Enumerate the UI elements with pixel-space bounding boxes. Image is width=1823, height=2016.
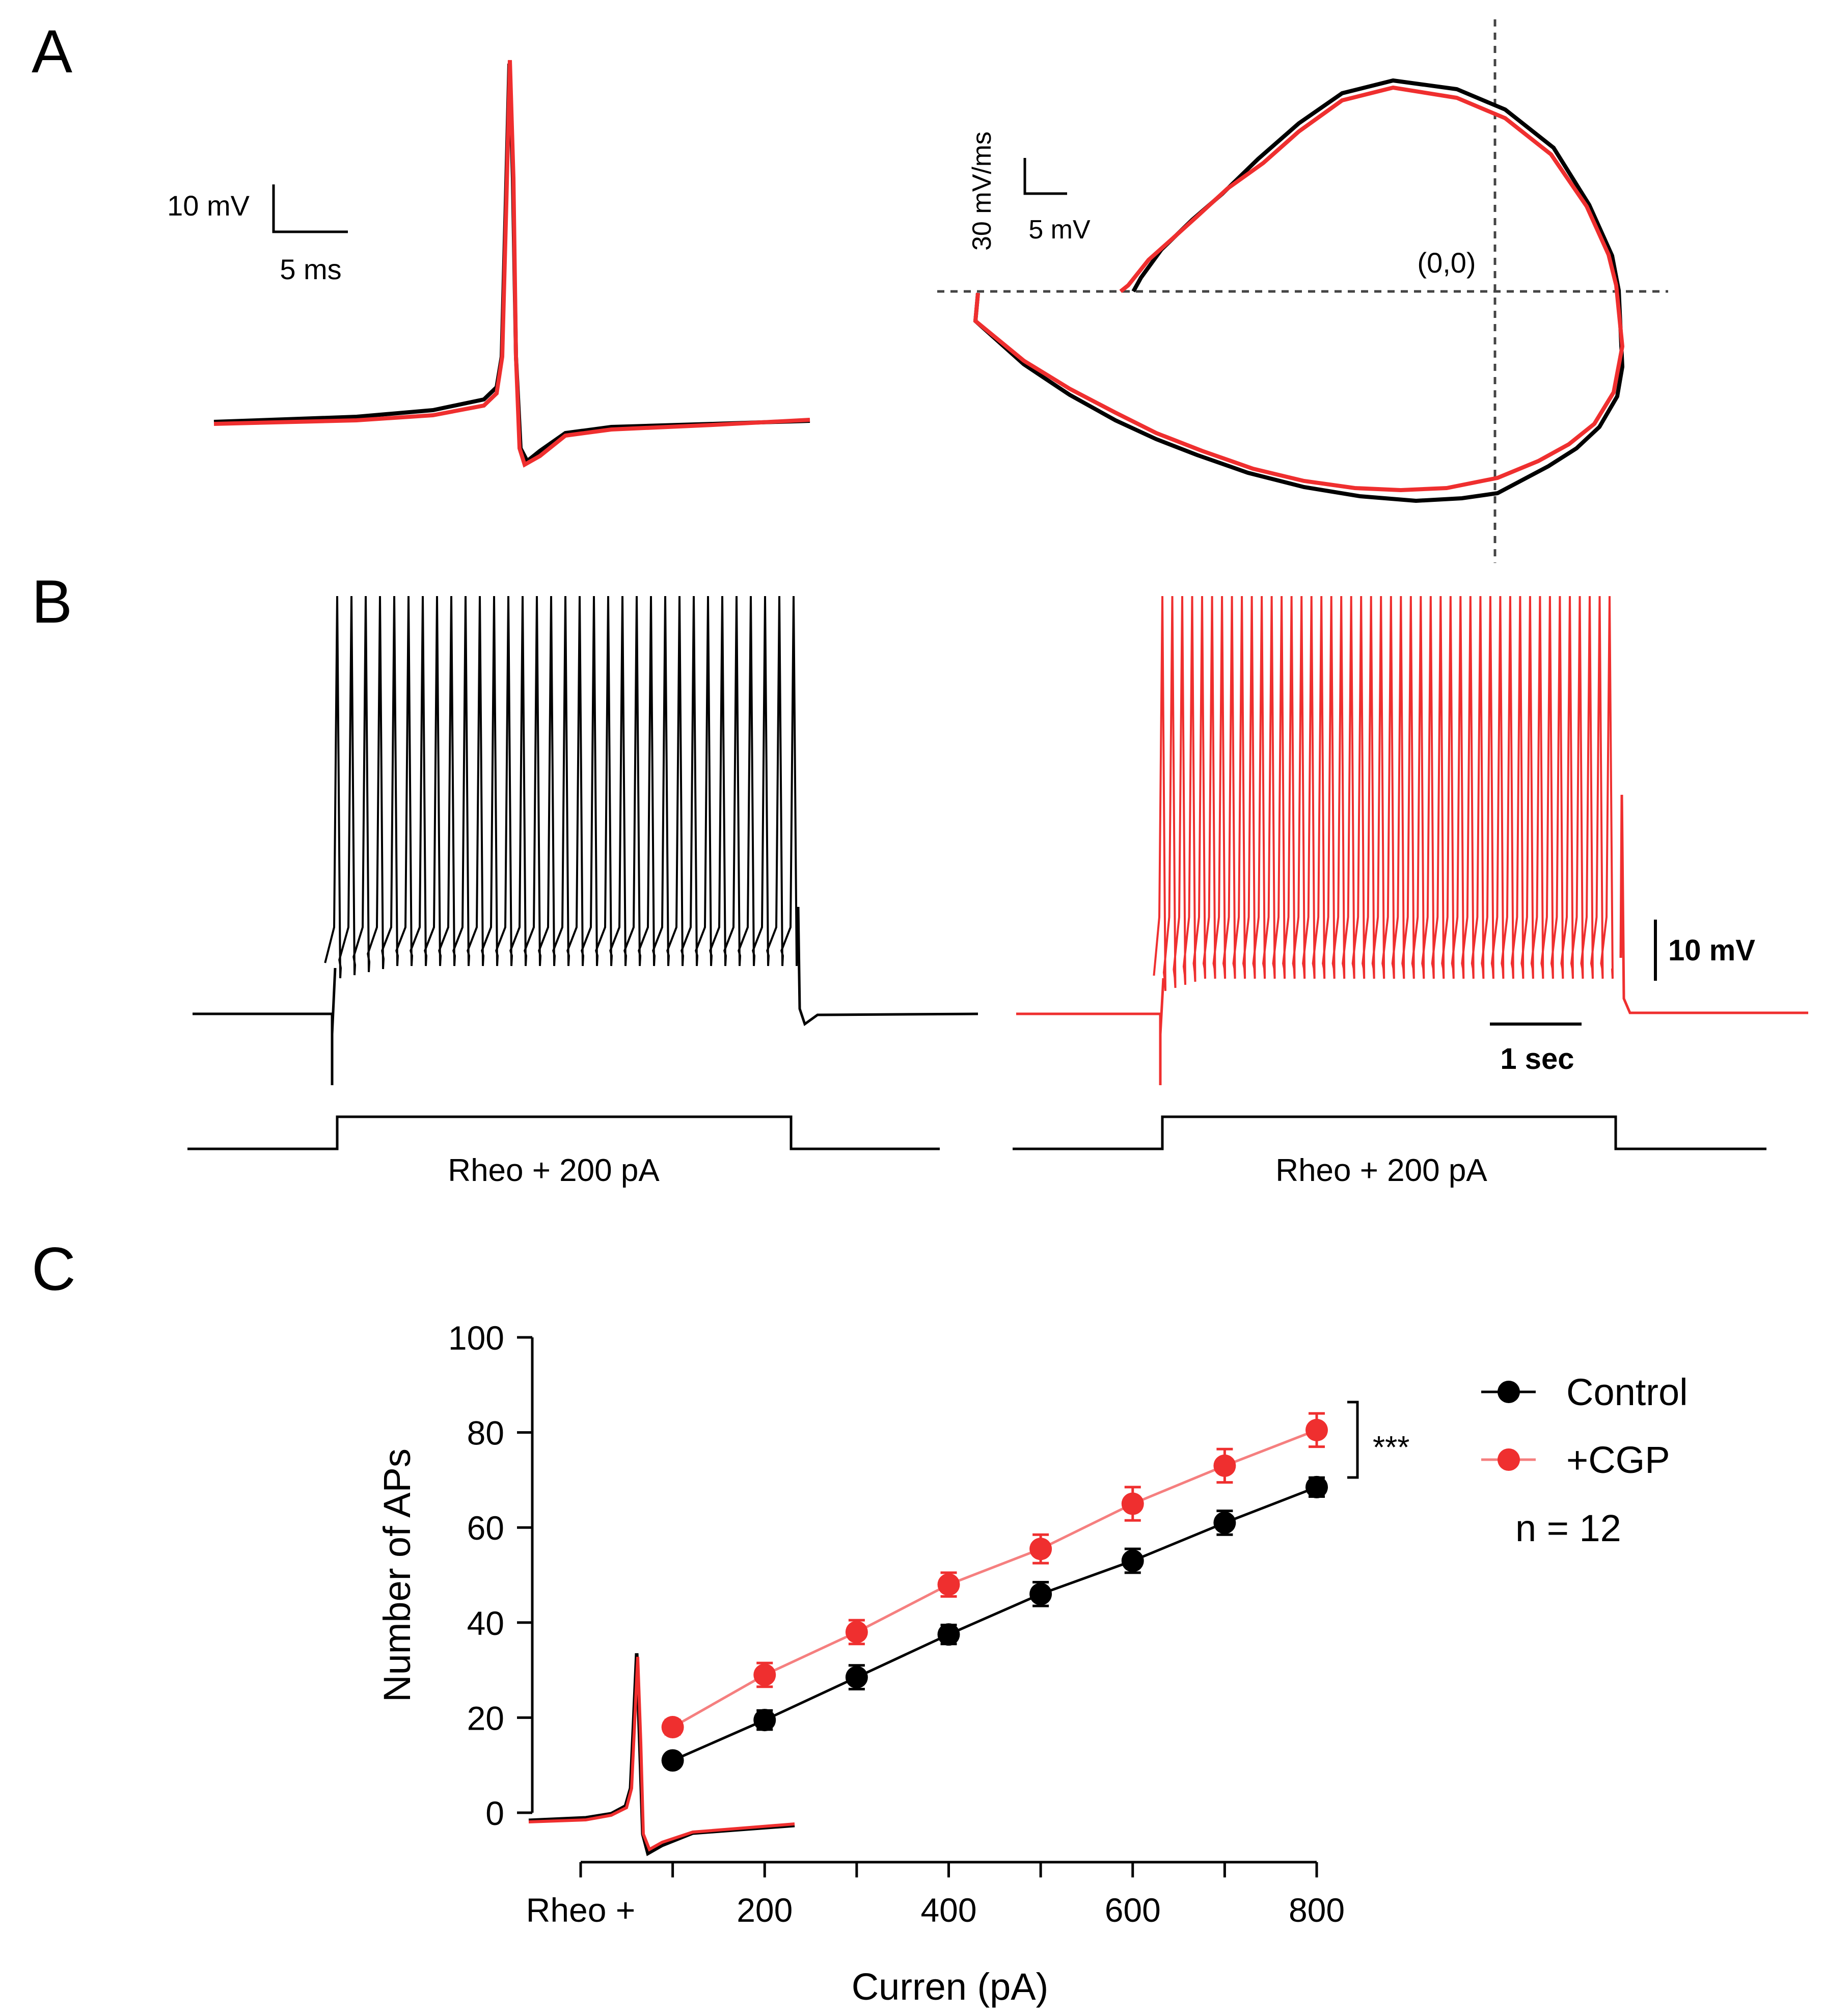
data-point-0-5	[1121, 1549, 1144, 1572]
series-line-0	[672, 1486, 1317, 1762]
panel-letter-b: B	[32, 568, 72, 636]
x-tick-label-0: Rheo +	[526, 1891, 636, 1929]
stimulus-protocol-left: Rheo + 200 pA	[187, 1115, 940, 1188]
scale-b-time-label: 1 sec	[1500, 1042, 1574, 1076]
series-cgp	[661, 1412, 1328, 1739]
phase-scale-bar: 30 mV/ms 5 mV	[967, 131, 1091, 251]
y-axis-label: Number of APs	[376, 1448, 418, 1702]
stim-label-right: Rheo + 200 pA	[1275, 1153, 1487, 1188]
data-point-0-7	[1305, 1475, 1328, 1498]
data-point-1-6	[1213, 1454, 1236, 1477]
inset-ap-trace	[528, 1653, 795, 1857]
data-point-1-0	[661, 1716, 684, 1739]
cgp-spikes	[1153, 596, 1614, 991]
cgp-offset	[1619, 794, 1808, 1014]
phase-loop-cgp	[973, 85, 1625, 493]
x-tick-label-3: 600	[1105, 1891, 1161, 1929]
x-tick-label-1: 200	[737, 1891, 793, 1929]
control-offset	[796, 906, 978, 1027]
data-point-0-2	[845, 1666, 868, 1689]
data-point-1-3	[937, 1573, 960, 1596]
y-tick-label-80: 80	[467, 1414, 504, 1452]
spike-train-cgp	[1016, 596, 1808, 1085]
phase-scale-voltage-label: 5 mV	[1028, 215, 1091, 245]
x-ticks: Rheo + 200 400 600 800	[526, 1862, 1345, 1929]
y-tick-label-40: 40	[467, 1604, 504, 1642]
data-point-0-3	[937, 1623, 960, 1646]
data-point-1-7	[1305, 1418, 1328, 1441]
y-ticks: 0 20 40 60 80 100	[448, 1319, 532, 1832]
y-tick-label-60: 60	[467, 1509, 504, 1547]
data-point-0-1	[753, 1709, 776, 1732]
phase-scale-rate-label: 30 mV/ms	[967, 131, 997, 251]
control-onset-artifact	[331, 967, 337, 1085]
legend-label-control: Control	[1566, 1371, 1688, 1413]
n-label: n = 12	[1515, 1507, 1621, 1549]
stim-label-left: Rheo + 200 pA	[448, 1153, 660, 1188]
phase-plot: (0,0) 30 mV/ms 5 mV	[937, 19, 1668, 563]
data-point-0-0	[661, 1749, 684, 1772]
series-line-1	[672, 1429, 1317, 1729]
x-tick-label-4: 800	[1289, 1891, 1345, 1929]
series-layer	[661, 1412, 1328, 1772]
phase-loop-control	[973, 78, 1625, 503]
panel-letter-c: C	[32, 1235, 76, 1303]
data-point-1-1	[753, 1663, 776, 1686]
significance-stars: ***	[1373, 1430, 1409, 1465]
panel-a-scale-bar: 10 mV 5 ms	[167, 184, 348, 285]
y-tick-label-20: 20	[467, 1699, 504, 1737]
data-point-0-6	[1213, 1511, 1236, 1534]
panel-letter-a: A	[32, 17, 72, 86]
control-spike-path	[324, 596, 798, 979]
data-point-1-2	[845, 1621, 868, 1644]
x-axis-label: Curren (pA)	[852, 1966, 1049, 2008]
legend-item-cgp: +CGP	[1481, 1439, 1670, 1481]
spike-train-control	[193, 596, 978, 1085]
chart-c: 0 20 40 60 80 100 Number of APs Rheo + 200 400 6…	[376, 1319, 1688, 2008]
cgp-spike-path	[1153, 596, 1614, 991]
legend-item-control: Control	[1481, 1371, 1688, 1413]
data-point-1-5	[1121, 1492, 1144, 1515]
x-tick-label-2: 400	[920, 1891, 976, 1929]
panel-b-scale-bar: 10 mV 1 sec	[1490, 920, 1755, 1076]
legend: Control +CGP n = 12	[1481, 1371, 1688, 1549]
significance-bracket	[1347, 1401, 1359, 1479]
y-tick-label-0: 0	[485, 1794, 504, 1832]
legend-label-cgp: +CGP	[1566, 1439, 1670, 1481]
scale-time-label: 5 ms	[280, 253, 341, 285]
panel-a-ap-trace	[213, 60, 810, 468]
scale-b-voltage-label: 10 mV	[1668, 934, 1755, 967]
data-point-1-4	[1029, 1538, 1052, 1561]
phase-origin-label: (0,0)	[1417, 247, 1476, 279]
y-tick-label-100: 100	[448, 1319, 504, 1357]
stimulus-protocol-right: Rheo + 200 pA	[1013, 1115, 1766, 1188]
control-spikes	[324, 596, 798, 979]
series-control	[661, 1475, 1328, 1772]
data-point-0-4	[1029, 1582, 1052, 1605]
scale-voltage-label: 10 mV	[167, 190, 250, 222]
ap-trace-cgp	[213, 60, 810, 468]
cgp-onset-artifact	[1159, 978, 1165, 1085]
